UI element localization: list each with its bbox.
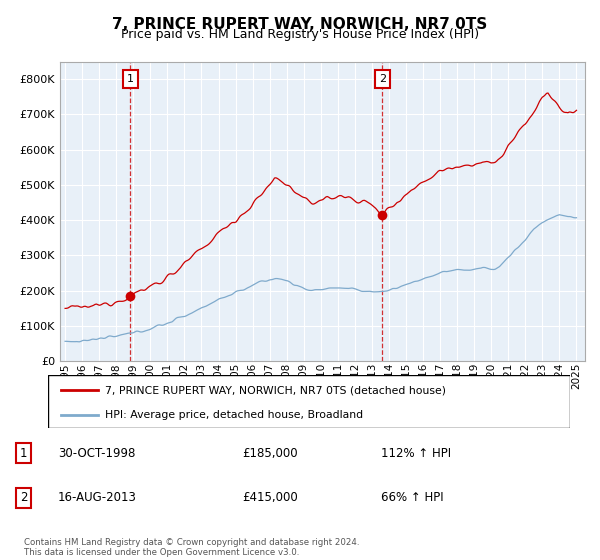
Text: 7, PRINCE RUPERT WAY, NORWICH, NR7 0TS: 7, PRINCE RUPERT WAY, NORWICH, NR7 0TS xyxy=(112,17,488,32)
FancyBboxPatch shape xyxy=(48,375,570,428)
Text: 1: 1 xyxy=(20,446,27,460)
Text: 30-OCT-1998: 30-OCT-1998 xyxy=(58,446,136,460)
Text: Contains HM Land Registry data © Crown copyright and database right 2024.
This d: Contains HM Land Registry data © Crown c… xyxy=(24,538,359,557)
Text: 7, PRINCE RUPERT WAY, NORWICH, NR7 0TS (detached house): 7, PRINCE RUPERT WAY, NORWICH, NR7 0TS (… xyxy=(106,385,446,395)
Text: HPI: Average price, detached house, Broadland: HPI: Average price, detached house, Broa… xyxy=(106,410,364,420)
Text: 2: 2 xyxy=(20,491,27,504)
Text: £415,000: £415,000 xyxy=(242,491,298,504)
Text: 66% ↑ HPI: 66% ↑ HPI xyxy=(380,491,443,504)
Text: Price paid vs. HM Land Registry's House Price Index (HPI): Price paid vs. HM Land Registry's House … xyxy=(121,28,479,41)
Text: £185,000: £185,000 xyxy=(242,446,298,460)
Text: 112% ↑ HPI: 112% ↑ HPI xyxy=(380,446,451,460)
Text: 2: 2 xyxy=(379,74,386,84)
Text: 1: 1 xyxy=(127,74,134,84)
Text: 16-AUG-2013: 16-AUG-2013 xyxy=(58,491,137,504)
